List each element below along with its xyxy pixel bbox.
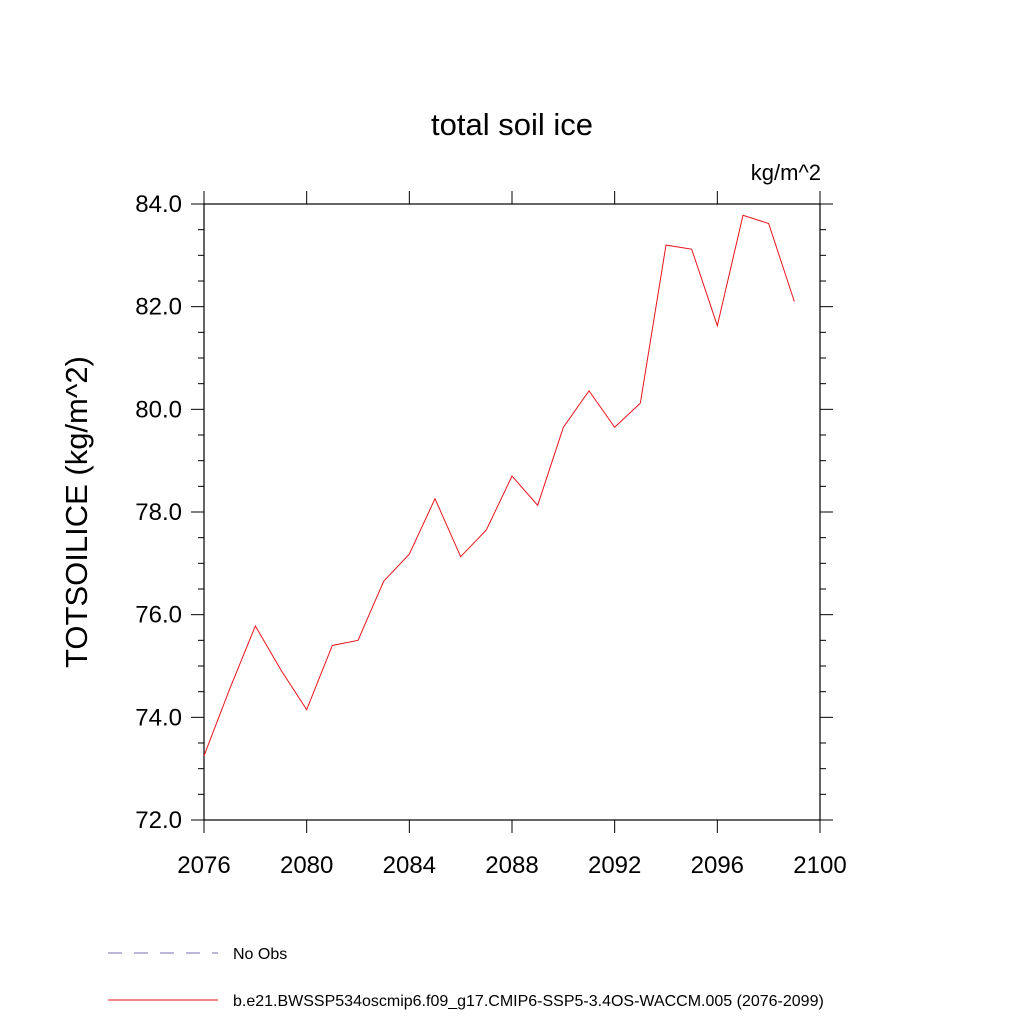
y-tick-label: 76.0 bbox=[135, 602, 182, 629]
x-tick-label: 2096 bbox=[691, 852, 744, 879]
y-tick-label: 84.0 bbox=[135, 191, 182, 218]
x-tick-label: 2100 bbox=[793, 852, 846, 879]
x-tick-label: 2088 bbox=[485, 852, 538, 879]
legend-label-model: b.e21.BWSSP534oscmip6.f09_g17.CMIP6-SSP5… bbox=[233, 993, 824, 1010]
y-tick-label: 74.0 bbox=[135, 704, 182, 731]
y-tick-labels: 72.0 74.0 76.0 78.0 80.0 82.0 84.0 bbox=[135, 191, 182, 834]
units-label: kg/m^2 bbox=[751, 160, 821, 185]
data-series bbox=[203, 214, 795, 757]
x-tick-label: 2084 bbox=[383, 852, 436, 879]
x-tick-labels: 2076 2080 2084 2088 2092 2096 2100 bbox=[177, 852, 846, 879]
plot-frame bbox=[203, 203, 821, 821]
y-tick-label: 80.0 bbox=[135, 396, 182, 423]
x-tick-label: 2080 bbox=[280, 852, 333, 879]
x-tick-label: 2076 bbox=[177, 852, 230, 879]
y-axis-label: TOTSOILICE (kg/m^2) bbox=[59, 356, 94, 668]
axis-ticks bbox=[191, 191, 833, 833]
chart-title: total soil ice bbox=[431, 107, 593, 142]
series-line bbox=[203, 214, 795, 757]
y-tick-label: 78.0 bbox=[135, 499, 182, 526]
legend: No Obs b.e21.BWSSP534oscmip6.f09_g17.CMI… bbox=[108, 946, 824, 1010]
y-tick-label: 82.0 bbox=[135, 294, 182, 321]
y-tick-label: 72.0 bbox=[135, 807, 182, 834]
legend-label-no-obs: No Obs bbox=[233, 946, 287, 963]
x-tick-label: 2092 bbox=[588, 852, 641, 879]
